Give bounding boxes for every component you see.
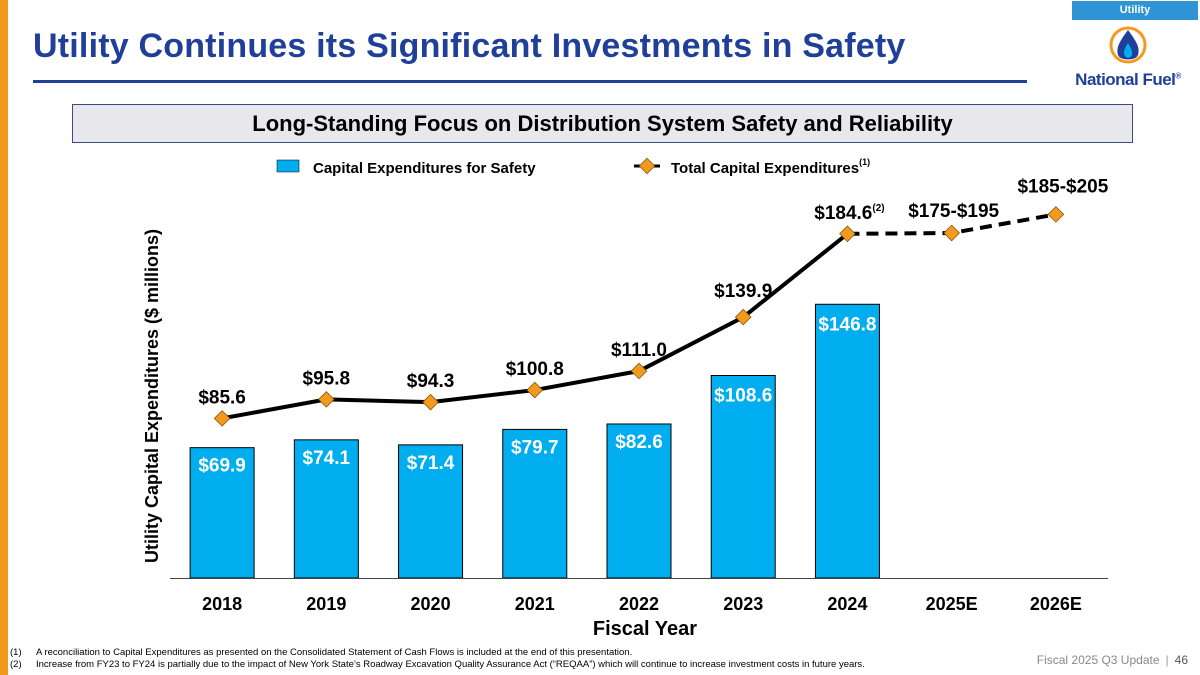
bar-value-label: $71.4: [407, 453, 455, 474]
footer-label: Fiscal 2025 Q3 Update: [1036, 653, 1160, 667]
y-axis-label: Utility Capital Expenditures ($ millions…: [142, 229, 162, 563]
logo-wordmark: National Fuel®: [1075, 70, 1181, 89]
x-tick-label: 2020: [411, 594, 451, 614]
bar-2018: [189, 447, 255, 579]
total-capex-marker: [422, 393, 439, 411]
page-number: 46: [1174, 653, 1188, 667]
section-tag: Utility: [1072, 1, 1198, 20]
total-capex-marker: [943, 224, 960, 242]
accent-bar: [0, 0, 8, 675]
bar-value-label: $82.6: [615, 432, 663, 453]
total-capex-series: $85.6 $95.8 $94.3 $100.8 $111.0 $139.9 $184.6(…: [198, 176, 1109, 427]
focus-banner: Long-Standing Focus on Distribution Syst…: [72, 104, 1133, 143]
total-capex-marker: [630, 362, 648, 380]
total-capex-value-label: $85.6: [198, 387, 246, 408]
x-tick-label: 2023: [723, 594, 763, 614]
total-capex-value-label: $95.8: [303, 368, 351, 389]
x-tick-labels: 2018 2019 2020 2021 2022 2023 2024 2025E 2026E: [202, 594, 1082, 614]
x-axis-label: Fiscal Year: [593, 618, 697, 640]
legend-line-label: Total Capital Expenditures(1): [671, 157, 870, 177]
bar-series: $69.9 $74.1 $71.4 $79.7 $82.6 $108.6 $146.8: [189, 303, 880, 579]
bar-value-label: $79.7: [511, 437, 559, 458]
capex-chart: Capital Expenditures for Safety Total Ca…: [142, 157, 1109, 640]
footnote: (1) A reconciliation to Capital Expenditu…: [10, 647, 633, 658]
title-divider: [33, 80, 1027, 83]
total-capex-value-label: $185-$205: [1017, 176, 1108, 197]
total-capex-marker: [526, 381, 544, 399]
footnotes: (1) A reconciliation to Capital Expenditu…: [10, 647, 865, 671]
bar-2022: [606, 423, 672, 579]
x-tick-label: 2022: [619, 594, 659, 614]
x-tick-label: 2018: [202, 594, 242, 614]
total-capex-value-label: $100.8: [506, 359, 564, 380]
legend-bar-swatch: [276, 159, 300, 173]
bar-value-label: $74.1: [303, 448, 351, 469]
legend-bar-label: Capital Expenditures for Safety: [313, 160, 536, 177]
x-tick-label: 2025E: [926, 594, 978, 614]
x-tick-label: 2026E: [1030, 594, 1082, 614]
total-capex-marker: [839, 225, 856, 243]
page-title: Utility Continues its Significant Invest…: [33, 27, 906, 65]
national-fuel-flame-icon: [1109, 26, 1147, 64]
page-footer: Fiscal 2025 Q3 Update | 46: [1037, 653, 1188, 667]
footer-separator: |: [1165, 653, 1169, 667]
bar-value-label: $108.6: [714, 386, 772, 407]
total-capex-value-label: $139.9: [714, 281, 772, 302]
bar-2024: [814, 303, 880, 579]
total-capex-value-label: $94.3: [407, 371, 455, 392]
x-tick-label: 2024: [827, 594, 867, 614]
footnote: (2) Increase from FY23 to FY24 is partial…: [10, 659, 865, 670]
x-tick-label: 2021: [515, 594, 555, 614]
total-capex-value-label: $111.0: [611, 340, 667, 361]
total-capex-marker: [318, 391, 335, 408]
total-capex-marker: [1047, 206, 1065, 223]
legend-line-marker: [638, 157, 656, 175]
bar-2021: [502, 428, 568, 579]
total-capex-marker: [734, 308, 752, 326]
bar-value-label: $69.9: [198, 456, 246, 477]
x-tick-label: 2019: [306, 594, 346, 614]
bar-2019: [293, 439, 359, 579]
total-capex-value-label: $184.6(2): [814, 203, 884, 224]
total-capex-value-label: $175-$195: [908, 201, 999, 222]
footnote-marker: (2): [872, 203, 884, 214]
bar-value-label: $146.8: [818, 314, 876, 335]
legend: Capital Expenditures for Safety Total Ca…: [276, 157, 870, 177]
bar-2020: [398, 444, 464, 579]
total-capex-marker: [213, 410, 231, 427]
